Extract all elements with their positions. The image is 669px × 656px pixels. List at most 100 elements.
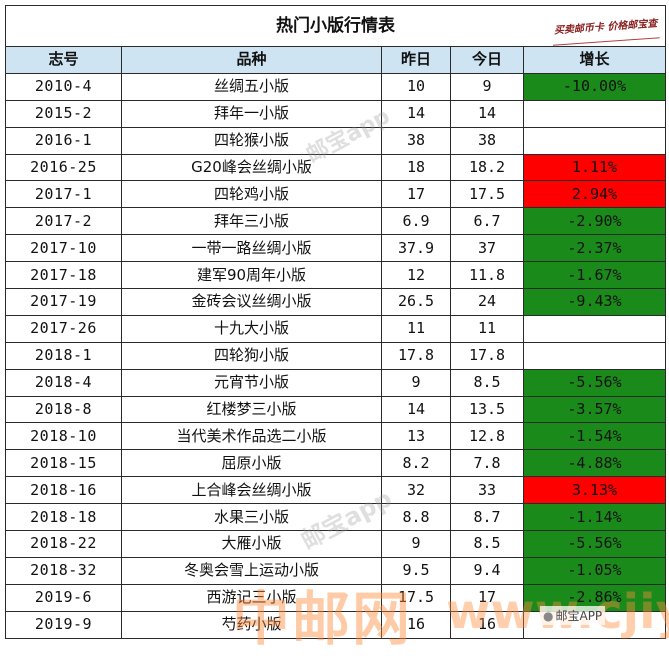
cell-yesterday: 11	[381, 314, 451, 343]
cell-code: 2010-4	[5, 72, 122, 101]
cell-yesterday: 13	[381, 422, 451, 451]
cell-name: 水果三小版	[121, 503, 382, 532]
cell-today: 11.8	[450, 261, 524, 290]
cell-code: 2015-2	[5, 99, 122, 128]
cell-today: 16	[450, 610, 524, 639]
cell-code: 2018-18	[5, 503, 122, 532]
table-row: 2019-6 西游记三小版 17.5 17 -2.86%	[5, 583, 666, 612]
cell-today: 38	[450, 126, 524, 155]
title-row: 热门小版行情表 买卖邮币卡 价格邮宝查	[5, 5, 666, 47]
table-row: 2018-8 红楼梦三小版 14 13.5 -3.57%	[5, 395, 666, 424]
cell-name: 金砖会议丝绸小版	[121, 288, 382, 316]
cell-yesterday: 9	[381, 368, 451, 397]
cell-change: -4.88%	[523, 449, 666, 478]
cell-yesterday: 32	[381, 476, 451, 505]
cell-code: 2019-6	[5, 583, 122, 612]
header-name: 品种	[121, 46, 382, 74]
cell-yesterday: 6.9	[381, 207, 451, 236]
cell-change: -5.56%	[523, 368, 666, 397]
cell-change: 3.13%	[523, 476, 666, 505]
cell-code: 2017-10	[5, 234, 122, 263]
cell-name: G20峰会丝绸小版	[121, 153, 382, 182]
cell-name: 冬奥会雪上运动小版	[121, 556, 382, 585]
cell-today: 17.8	[450, 341, 524, 370]
cell-yesterday: 26.5	[381, 288, 451, 316]
cell-name: 元宵节小版	[121, 368, 382, 397]
table-row: 2018-4 元宵节小版 9 8.5 -5.56%	[5, 368, 666, 397]
cell-yesterday: 10	[381, 72, 451, 101]
cell-yesterday: 9.5	[381, 556, 451, 585]
cell-yesterday: 12	[381, 261, 451, 290]
app-badge: ● 邮宝APP	[540, 606, 606, 625]
cell-name: 四轮狗小版	[121, 341, 382, 370]
cell-today: 33	[450, 476, 524, 505]
cell-today: 9.4	[450, 556, 524, 585]
cell-name: 拜年一小版	[121, 99, 382, 128]
cell-code: 2017-18	[5, 261, 122, 290]
cell-today: 8.7	[450, 503, 524, 532]
table-row: 2016-25 G20峰会丝绸小版 18 18.2 1.11%	[5, 153, 666, 182]
cell-name: 四轮猴小版	[121, 126, 382, 155]
cell-name: 建军90周年小版	[121, 261, 382, 290]
table-row: 2018-16 上合峰会丝绸小版 32 33 3.13%	[5, 476, 666, 505]
cell-code: 2018-22	[5, 530, 122, 558]
cell-today: 24	[450, 288, 524, 316]
cell-yesterday: 17	[381, 180, 451, 209]
cell-code: 2018-32	[5, 556, 122, 585]
cell-name: 芍药小版	[121, 610, 382, 639]
table-row: 2018-1 四轮狗小版 17.8 17.8	[5, 341, 666, 370]
table-row: 2018-15 屈原小版 8.2 7.8 -4.88%	[5, 449, 666, 478]
table-row: 2018-10 当代美术作品选二小版 13 12.8 -1.54%	[5, 422, 666, 451]
seal-stamp: 买卖邮币卡 价格邮宝查	[550, 11, 660, 46]
cell-today: 7.8	[450, 449, 524, 478]
cell-change: -9.43%	[523, 288, 666, 316]
cell-today: 8.5	[450, 530, 524, 558]
cell-code: 2017-19	[5, 288, 122, 316]
cell-name: 十九大小版	[121, 314, 382, 343]
header-code: 志号	[5, 46, 122, 74]
cell-today: 8.5	[450, 368, 524, 397]
header-change: 增长	[523, 46, 666, 74]
cell-today: 37	[450, 234, 524, 263]
cell-change	[523, 126, 666, 155]
cell-change: 2.94%	[523, 180, 666, 209]
cell-change: -1.05%	[523, 556, 666, 585]
cell-change	[523, 314, 666, 343]
header-row: 志号 品种 昨日 今日 增长	[5, 46, 666, 74]
table-title-cell: 热门小版行情表 买卖邮币卡 价格邮宝查	[5, 5, 666, 47]
cell-today: 6.7	[450, 207, 524, 236]
cell-code: 2017-26	[5, 314, 122, 343]
table-row: 2018-22 大雁小版 9 8.5 -5.56%	[5, 530, 666, 558]
table-row: 2016-1 四轮猴小版 38 38	[5, 126, 666, 155]
cell-today: 18.2	[450, 153, 524, 182]
cell-yesterday: 17.5	[381, 583, 451, 612]
cell-yesterday: 38	[381, 126, 451, 155]
cell-change	[523, 341, 666, 370]
cell-name: 当代美术作品选二小版	[121, 422, 382, 451]
cell-change: -1.54%	[523, 422, 666, 451]
cell-yesterday: 14	[381, 395, 451, 424]
cell-code: 2016-1	[5, 126, 122, 155]
cell-name: 一带一路丝绸小版	[121, 234, 382, 263]
cell-name: 红楼梦三小版	[121, 395, 382, 424]
table-row: 2017-19 金砖会议丝绸小版 26.5 24 -9.43%	[5, 288, 666, 316]
cell-today: 11	[450, 314, 524, 343]
table-row: 2015-2 拜年一小版 14 14	[5, 99, 666, 128]
cell-today: 14	[450, 99, 524, 128]
header-yesterday: 昨日	[381, 46, 451, 74]
cell-yesterday: 18	[381, 153, 451, 182]
cell-yesterday: 37.9	[381, 234, 451, 263]
table-row: 2010-4 丝绸五小版 10 9 -10.00%	[5, 72, 666, 101]
cell-code: 2018-1	[5, 341, 122, 370]
cell-yesterday: 17.8	[381, 341, 451, 370]
cell-change	[523, 99, 666, 128]
table-row: 2017-1 四轮鸡小版 17 17.5 2.94%	[5, 180, 666, 209]
table-row: 2017-26 十九大小版 11 11	[5, 314, 666, 343]
cell-code: 2018-16	[5, 476, 122, 505]
header-today: 今日	[450, 46, 524, 74]
cell-change: -2.90%	[523, 207, 666, 236]
table-row: 2017-18 建军90周年小版 12 11.8 -1.67%	[5, 261, 666, 290]
cell-today: 17	[450, 583, 524, 612]
cell-code: 2018-15	[5, 449, 122, 478]
cell-yesterday: 14	[381, 99, 451, 128]
